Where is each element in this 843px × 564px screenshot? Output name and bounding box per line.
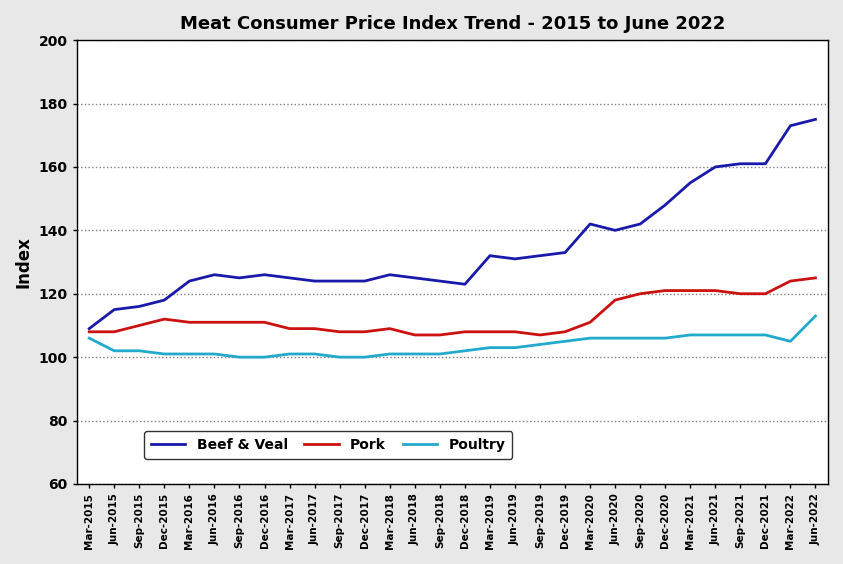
Poultry <box>485 344 495 351</box>
Beef & Veal <box>159 297 169 303</box>
Beef & Veal <box>285 275 295 281</box>
Pork <box>285 325 295 332</box>
Pork <box>635 290 645 297</box>
Pork <box>610 297 620 303</box>
Line: Poultry: Poultry <box>89 316 815 357</box>
Y-axis label: Index: Index <box>15 236 33 288</box>
Title: Meat Consumer Price Index Trend - 2015 to June 2022: Meat Consumer Price Index Trend - 2015 t… <box>180 15 725 33</box>
Beef & Veal <box>360 277 370 284</box>
Poultry <box>560 338 570 345</box>
Beef & Veal <box>459 281 470 288</box>
Beef & Veal <box>335 277 345 284</box>
Pork <box>760 290 771 297</box>
Pork <box>110 328 120 335</box>
Poultry <box>260 354 270 360</box>
Pork <box>84 328 94 335</box>
Beef & Veal <box>711 164 721 170</box>
Pork <box>335 328 345 335</box>
Pork <box>459 328 470 335</box>
Pork <box>260 319 270 325</box>
Poultry <box>535 341 545 348</box>
Pork <box>585 319 595 325</box>
Pork <box>209 319 219 325</box>
Beef & Veal <box>510 255 520 262</box>
Beef & Veal <box>610 227 620 233</box>
Pork <box>360 328 370 335</box>
Beef & Veal <box>260 271 270 278</box>
Pork <box>134 322 144 329</box>
Pork <box>485 328 495 335</box>
Pork <box>786 277 796 284</box>
Line: Pork: Pork <box>89 278 815 335</box>
Pork <box>309 325 319 332</box>
Poultry <box>510 344 520 351</box>
Poultry <box>459 347 470 354</box>
Beef & Veal <box>209 271 219 278</box>
Poultry <box>685 332 695 338</box>
Pork <box>660 287 670 294</box>
Legend: Beef & Veal, Pork, Poultry: Beef & Veal, Pork, Poultry <box>144 431 513 459</box>
Pork <box>711 287 721 294</box>
Poultry <box>309 351 319 358</box>
Pork <box>234 319 244 325</box>
Beef & Veal <box>485 252 495 259</box>
Beef & Veal <box>810 116 820 123</box>
Beef & Veal <box>309 277 319 284</box>
Pork <box>410 332 420 338</box>
Beef & Veal <box>384 271 395 278</box>
Pork <box>810 275 820 281</box>
Beef & Veal <box>635 221 645 227</box>
Poultry <box>435 351 445 358</box>
Pork <box>159 316 169 323</box>
Poultry <box>660 335 670 342</box>
Pork <box>735 290 745 297</box>
Poultry <box>635 335 645 342</box>
Line: Beef & Veal: Beef & Veal <box>89 120 815 329</box>
Beef & Veal <box>410 275 420 281</box>
Beef & Veal <box>685 179 695 186</box>
Poultry <box>384 351 395 358</box>
Beef & Veal <box>185 277 195 284</box>
Poultry <box>360 354 370 360</box>
Poultry <box>285 351 295 358</box>
Pork <box>560 328 570 335</box>
Poultry <box>234 354 244 360</box>
Poultry <box>84 335 94 342</box>
Pork <box>384 325 395 332</box>
Poultry <box>786 338 796 345</box>
Beef & Veal <box>660 201 670 208</box>
Poultry <box>711 332 721 338</box>
Beef & Veal <box>786 122 796 129</box>
Poultry <box>209 351 219 358</box>
Beef & Veal <box>760 160 771 167</box>
Beef & Veal <box>234 275 244 281</box>
Poultry <box>134 347 144 354</box>
Poultry <box>760 332 771 338</box>
Poultry <box>110 347 120 354</box>
Poultry <box>410 351 420 358</box>
Beef & Veal <box>585 221 595 227</box>
Pork <box>510 328 520 335</box>
Pork <box>535 332 545 338</box>
Beef & Veal <box>560 249 570 256</box>
Beef & Veal <box>435 277 445 284</box>
Beef & Veal <box>134 303 144 310</box>
Beef & Veal <box>735 160 745 167</box>
Poultry <box>185 351 195 358</box>
Poultry <box>810 312 820 319</box>
Beef & Veal <box>535 252 545 259</box>
Pork <box>185 319 195 325</box>
Beef & Veal <box>84 325 94 332</box>
Poultry <box>610 335 620 342</box>
Poultry <box>585 335 595 342</box>
Beef & Veal <box>110 306 120 313</box>
Pork <box>435 332 445 338</box>
Poultry <box>335 354 345 360</box>
Poultry <box>159 351 169 358</box>
Poultry <box>735 332 745 338</box>
Pork <box>685 287 695 294</box>
